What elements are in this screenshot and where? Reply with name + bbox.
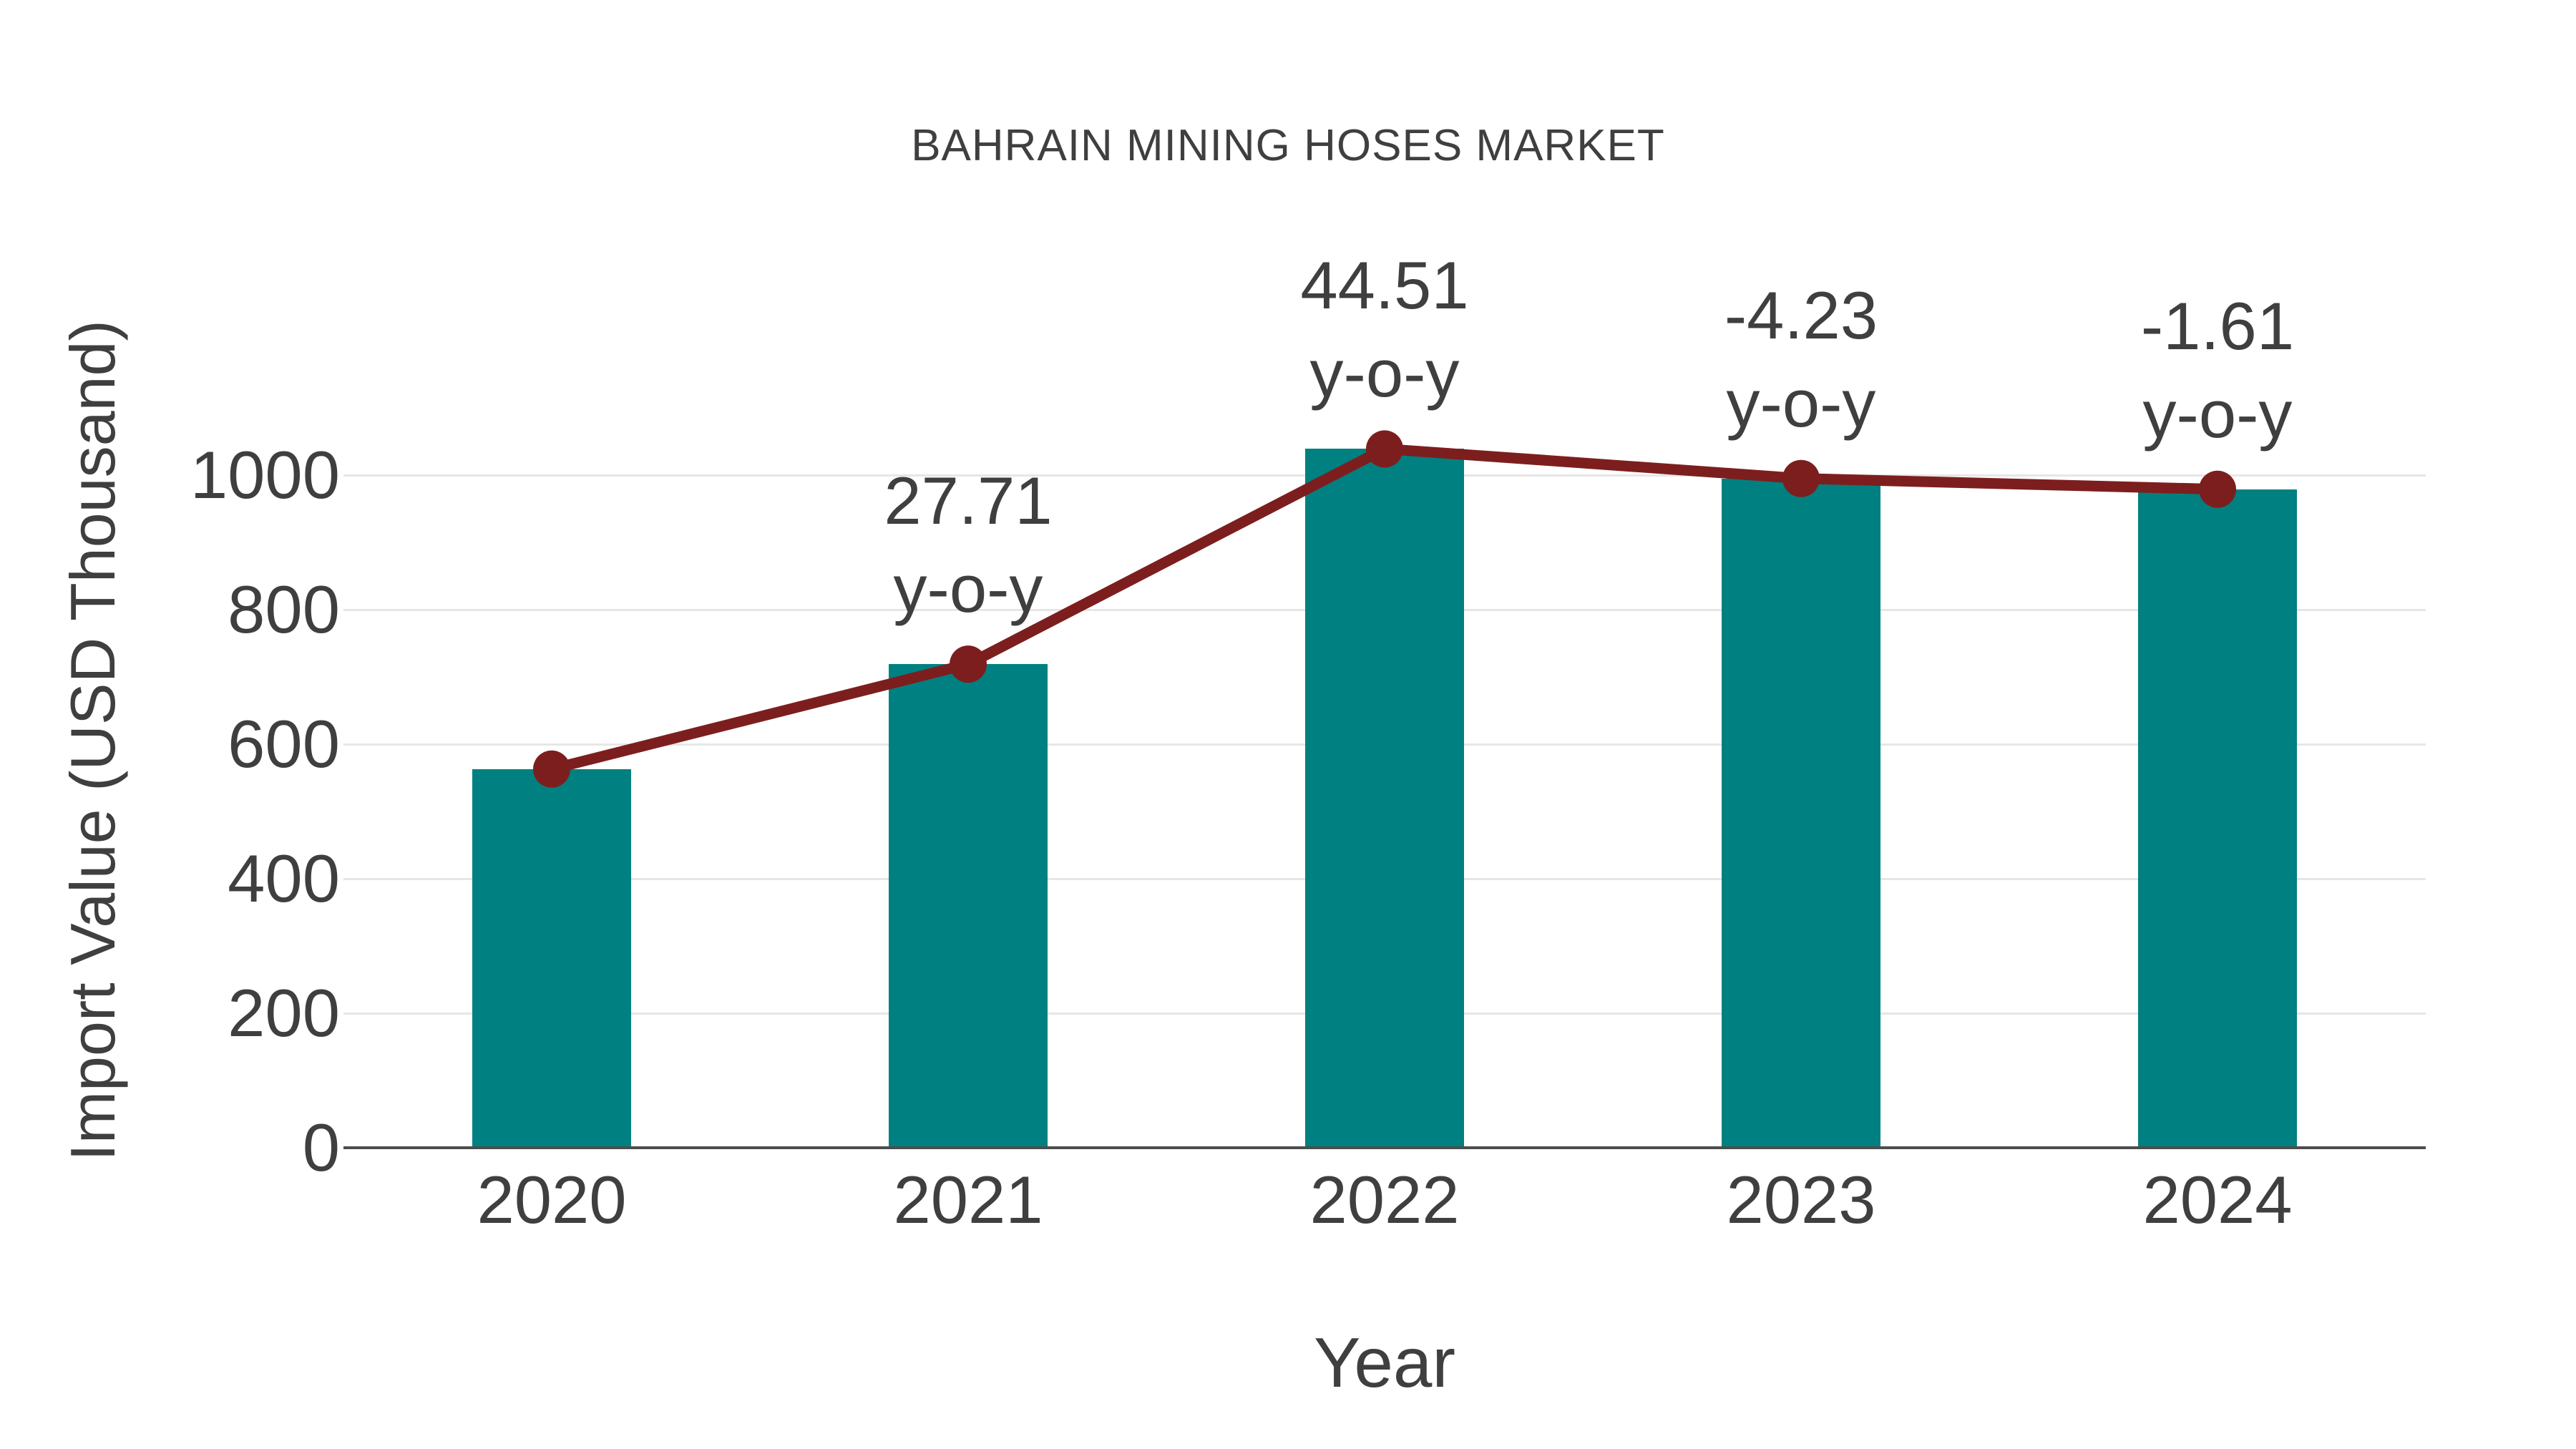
trend-marker-2023 [1782, 459, 1820, 497]
trend-marker-2020 [533, 750, 570, 788]
bar-2022 [1305, 449, 1464, 1148]
xtick-label-2023: 2023 [1726, 1162, 1876, 1237]
annotation-2021: 27.71 y-o-y [739, 457, 1197, 633]
x-axis-line [343, 1146, 2426, 1149]
annotation-value: 27.71 [884, 463, 1053, 539]
trend-marker-2021 [950, 645, 987, 683]
annotation-suffix: y-o-y [1309, 336, 1460, 411]
annotation-2024: -1.61 y-o-y [1989, 282, 2446, 458]
bar-2023 [1722, 478, 1880, 1148]
ytick-label-1000: 1000 [190, 437, 340, 512]
bar-2021 [889, 664, 1048, 1148]
ytick-label-200: 200 [228, 975, 340, 1050]
ytick-label-600: 600 [228, 706, 340, 781]
ytick-label-0: 0 [302, 1110, 340, 1185]
bar-2020 [472, 769, 631, 1148]
annotation-suffix: y-o-y [2142, 376, 2293, 452]
xtick-label-2024: 2024 [2142, 1162, 2293, 1237]
chart-title: BAHRAIN MINING HOSES MARKET [911, 121, 1665, 170]
x-axis-title: Year [1313, 1323, 1456, 1402]
annotation-value: -4.23 [1724, 277, 1878, 353]
bar-2024 [2138, 489, 2297, 1148]
annotation-value: 44.51 [1300, 248, 1469, 323]
annotation-suffix: y-o-y [893, 551, 1043, 627]
ytick-label-800: 800 [228, 572, 340, 647]
trend-marker-2024 [2199, 470, 2236, 508]
annotation-value: -1.61 [2140, 288, 2295, 364]
annotation-2022: 44.51 y-o-y [1156, 241, 1614, 417]
trend-marker-2022 [1366, 430, 1403, 468]
annotation-2023: -4.23 y-o-y [1572, 271, 2030, 447]
annotation-suffix: y-o-y [1726, 365, 1876, 441]
xtick-label-2020: 2020 [477, 1162, 627, 1237]
xtick-label-2022: 2022 [1309, 1162, 1460, 1237]
ytick-label-400: 400 [228, 841, 340, 916]
xtick-label-2021: 2021 [893, 1162, 1043, 1237]
